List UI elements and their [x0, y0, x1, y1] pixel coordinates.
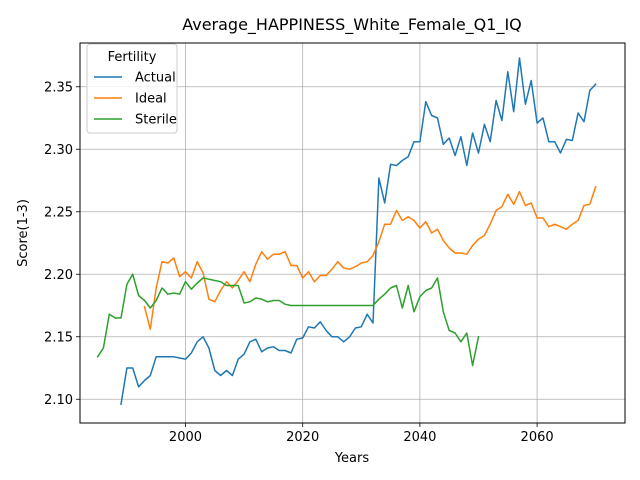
y-tick-label: 2.20: [44, 268, 73, 283]
y-axis-label: Score(1-3): [16, 199, 31, 267]
legend-label-ideal: Ideal: [135, 92, 167, 107]
chart-title: Average_HAPPINESS_White_Female_Q1_IQ: [182, 15, 522, 35]
grid: [80, 43, 625, 423]
x-tick-label: 2000: [169, 430, 202, 445]
x-axis-label: Years: [334, 451, 370, 466]
y-axis: 2.10 2.15 2.20 2.25 2.30 2.35: [44, 80, 80, 408]
x-axis: 2000 2020 2040 2060: [169, 423, 554, 445]
y-tick-label: 2.15: [44, 330, 73, 345]
series-line-sterile: [96, 273, 480, 367]
x-tick-label: 2060: [521, 430, 554, 445]
legend-box: [86, 43, 178, 134]
y-tick-label: 2.35: [44, 80, 73, 95]
legend-label-sterile: Sterile: [135, 113, 177, 128]
legend-title: Fertility: [108, 50, 157, 65]
y-tick-label: 2.25: [44, 205, 73, 220]
plot-frame: [79, 42, 626, 424]
series-line-ideal: [143, 185, 597, 330]
y-tick-label: 2.10: [44, 393, 73, 408]
legend-label-actual: Actual: [135, 71, 176, 86]
y-tick-label: 2.30: [44, 143, 73, 158]
x-tick-label: 2040: [403, 430, 436, 445]
series-line-actual: [120, 57, 597, 406]
series-group: [96, 57, 597, 406]
x-tick-label: 2020: [286, 430, 319, 445]
legend: Fertility Actual Ideal Sterile: [86, 43, 178, 134]
